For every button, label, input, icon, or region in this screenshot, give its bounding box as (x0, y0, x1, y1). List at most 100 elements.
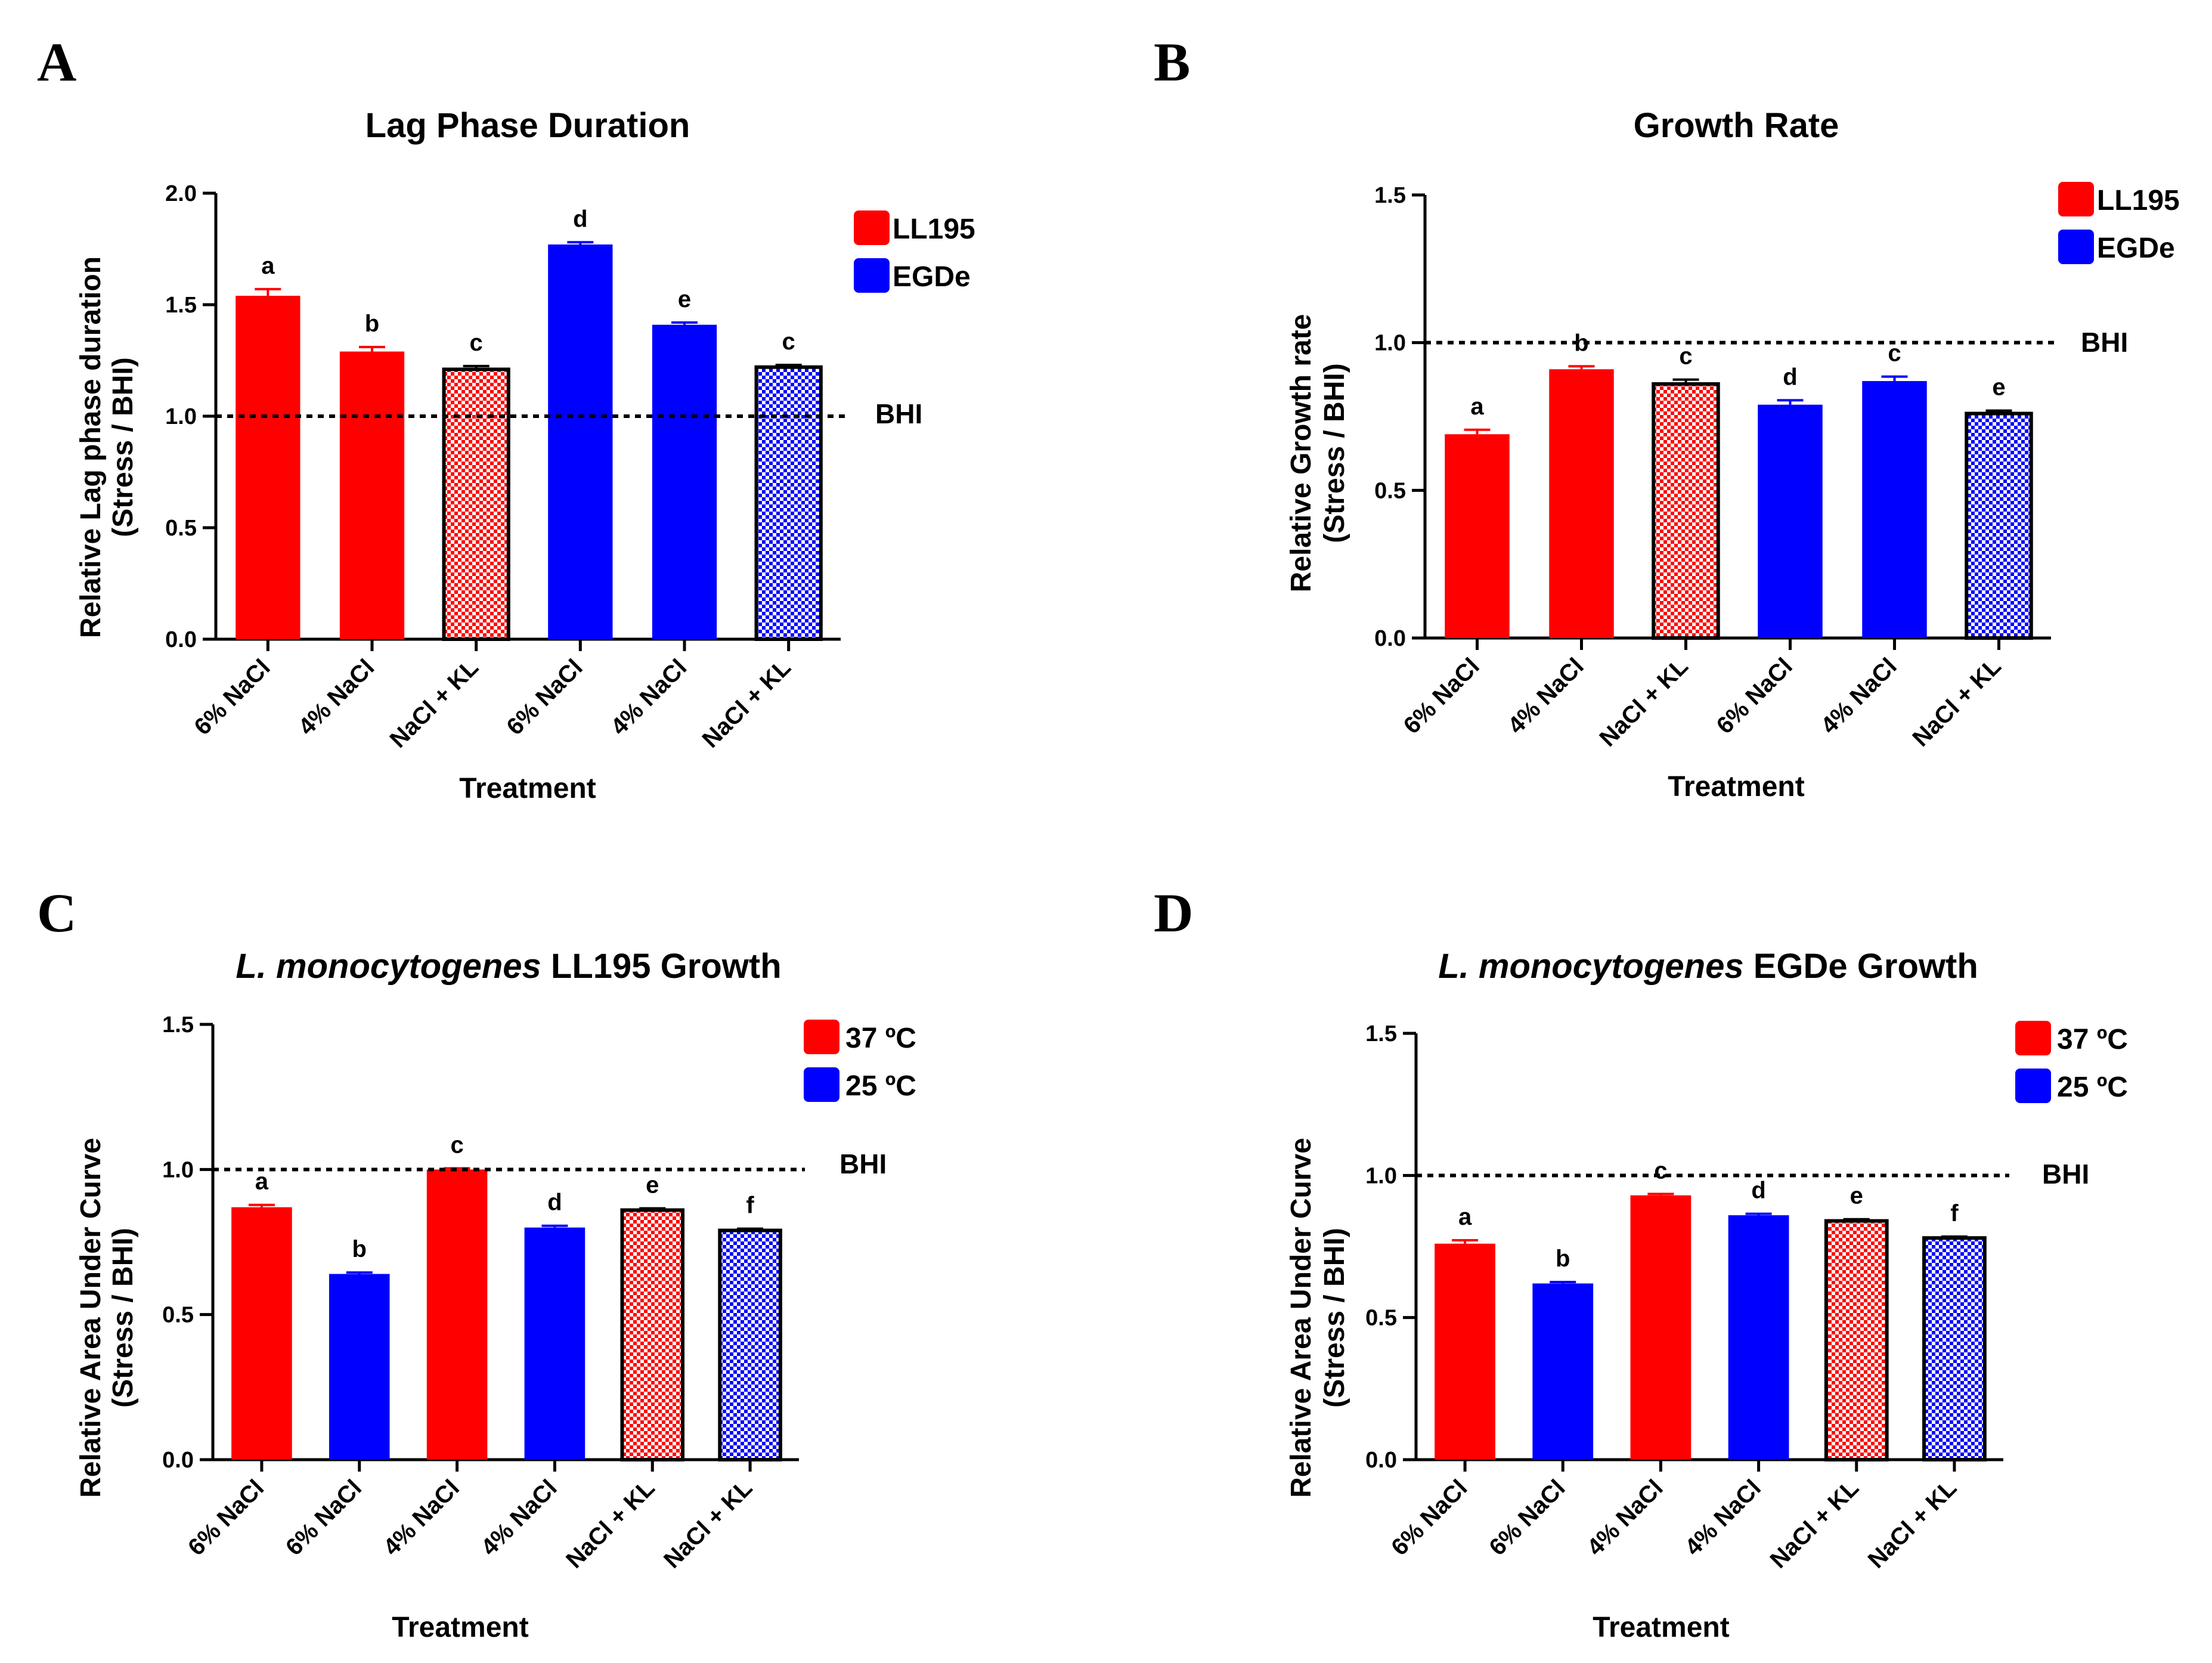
bar (426, 1169, 488, 1460)
legend-label: 25 ºC (845, 1070, 916, 1102)
x-tick-label: NaCl + KL (1863, 1475, 1962, 1573)
significance-label: c (782, 329, 795, 355)
significance-label: e (1992, 374, 2005, 401)
bar (1532, 1283, 1594, 1460)
legend-swatch-blue (804, 1067, 839, 1102)
significance-label: b (1556, 1246, 1570, 1272)
significance-label: f (1950, 1200, 1959, 1227)
significance-label: e (646, 1172, 659, 1199)
reference-line-label: BHI (2042, 1159, 2089, 1190)
y-axis-label-line2: (Stress / BHI) (1319, 363, 1350, 543)
bar (1652, 382, 1720, 640)
bar (339, 351, 405, 639)
bar (1824, 1219, 1889, 1461)
significance-label: a (1470, 394, 1484, 420)
x-tick-label: 4% NaCl (379, 1475, 464, 1560)
bar (620, 1208, 685, 1461)
reference-line-label: BHI (2081, 327, 2128, 358)
legend-swatch-blue (2015, 1069, 2051, 1103)
legend-swatch-red (2015, 1021, 2051, 1055)
y-axis-label-line2: (Stress / BHI) (107, 1228, 139, 1407)
significance-label: c (1679, 343, 1692, 370)
y-axis-label-line1: Relative Growth rate (1285, 314, 1317, 593)
significance-label: a (261, 253, 275, 279)
significance-label: d (1751, 1178, 1765, 1204)
x-tick-label: 6% NaCl (1484, 1475, 1570, 1560)
y-tick-label: 0.5 (162, 1303, 194, 1328)
x-tick-label: NaCl + KL (1765, 1475, 1864, 1573)
bar (652, 324, 717, 639)
significance-label: c (470, 330, 483, 356)
x-axis-label: Treatment (1668, 771, 1804, 803)
panel-d: D L. monocytogenes EGDe Growth Relative … (1154, 882, 2128, 1643)
legend-swatch-blue (854, 258, 890, 293)
x-tick-label: 4% NaCl (1680, 1475, 1766, 1560)
legend-label: 37 ºC (2057, 1024, 2128, 1055)
legend: LL195 EGDe (2058, 182, 2180, 264)
legend-swatch-red (804, 1020, 839, 1054)
x-tick-label: 6% NaCl (1386, 1475, 1472, 1560)
panel-c: C L. monocytogenes LL195 Growth Relative… (37, 882, 916, 1643)
x-tick-label: 4% NaCl (1503, 653, 1589, 739)
chart-title: L. monocytogenes LL195 Growth (236, 947, 781, 986)
chart-title: Lag Phase Duration (365, 106, 690, 145)
bar (236, 296, 300, 639)
x-axis-label: Treatment (1593, 1612, 1729, 1643)
legend: LL195 EGDe (854, 210, 975, 293)
y-tick-label: 1.0 (165, 404, 197, 429)
x-axis-label: Treatment (459, 773, 596, 804)
y-tick-label: 0.0 (1365, 1448, 1397, 1473)
bar (1758, 404, 1823, 638)
y-tick-label: 0.5 (165, 516, 197, 541)
x-tick-label: NaCl + KL (1594, 653, 1693, 751)
significance-label: a (1458, 1204, 1472, 1230)
bar (1630, 1195, 1691, 1460)
y-tick-label: 1.0 (1365, 1163, 1397, 1188)
chart-title: Growth Rate (1634, 106, 1839, 145)
panel-letter-d: D (1154, 882, 1193, 943)
y-tick-label: 0.0 (165, 627, 197, 652)
y-tick-label: 0.5 (1374, 478, 1406, 503)
plot-area: 0.0 0.5 1.0 1.5 a 6% NaCl b 6% NaCl c 4% NaCl d 4% … (1365, 1021, 2009, 1574)
y-tick-label: 0.0 (1374, 626, 1406, 651)
bar (442, 367, 510, 642)
bar (548, 244, 613, 639)
x-tick-label: 4% NaCl (1816, 653, 1902, 739)
legend-label: 37 ºC (845, 1023, 916, 1054)
x-tick-label: NaCl + KL (1907, 653, 2006, 751)
bar (754, 365, 823, 641)
significance-label: f (746, 1193, 754, 1219)
x-tick-label: 6% NaCl (189, 654, 275, 740)
legend-label: 25 ºC (2057, 1071, 2128, 1103)
x-tick-label: NaCl + KL (659, 1475, 757, 1573)
x-tick-label: 6% NaCl (1399, 653, 1485, 739)
y-axis-label-line2: (Stress / BHI) (1319, 1228, 1350, 1407)
x-tick-label: NaCl + KL (698, 654, 796, 752)
y-axis-label-line1: Relative Area Under Curve (75, 1138, 107, 1498)
legend: 37 ºC 25 ºC (804, 1020, 916, 1102)
legend-swatch-blue (2058, 230, 2094, 264)
x-tick-label: NaCl + KL (385, 654, 484, 752)
panel-letter-a: A (37, 32, 76, 92)
bar (329, 1274, 390, 1460)
bar (1445, 434, 1510, 638)
legend-label: LL195 (893, 213, 975, 245)
chart-title: L. monocytogenes EGDe Growth (1438, 947, 1978, 986)
legend-swatch-red (2058, 182, 2094, 216)
x-tick-label: NaCl + KL (561, 1475, 659, 1573)
significance-label: b (352, 1236, 367, 1262)
bar (1549, 369, 1614, 638)
y-tick-label: 1.0 (162, 1157, 194, 1182)
x-tick-label: 4% NaCl (606, 654, 692, 740)
bar (718, 1228, 782, 1462)
significance-label: c (1654, 1157, 1667, 1184)
x-tick-label: 4% NaCl (1582, 1475, 1668, 1560)
significance-label: d (573, 206, 587, 232)
significance-label: a (255, 1169, 269, 1195)
panel-b: B Growth Rate Relative Growth rate (Stre… (1154, 32, 2180, 803)
significance-label: d (547, 1190, 562, 1216)
x-tick-label: 6% NaCl (281, 1475, 367, 1560)
significance-label: b (365, 311, 379, 337)
bar (1862, 381, 1927, 638)
